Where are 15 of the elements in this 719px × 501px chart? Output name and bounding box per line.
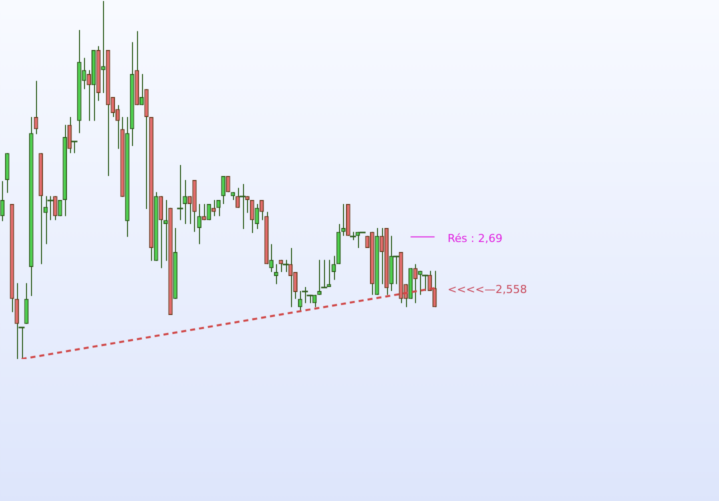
candlestick [341,203,346,236]
candlestick [101,0,106,94]
candlestick [274,264,278,285]
candlestick [140,74,144,106]
candlestick [432,270,437,308]
candlestick [0,180,5,222]
candlestick [164,200,168,262]
text: Rés : 2,69 [448,232,502,245]
candlestick [326,259,332,288]
candlestick [221,176,226,204]
candlestick [226,176,230,193]
candlestick [197,203,202,245]
text: <<<<—2,558 [448,282,527,296]
candlestick [269,244,274,273]
candlestick [182,180,188,225]
